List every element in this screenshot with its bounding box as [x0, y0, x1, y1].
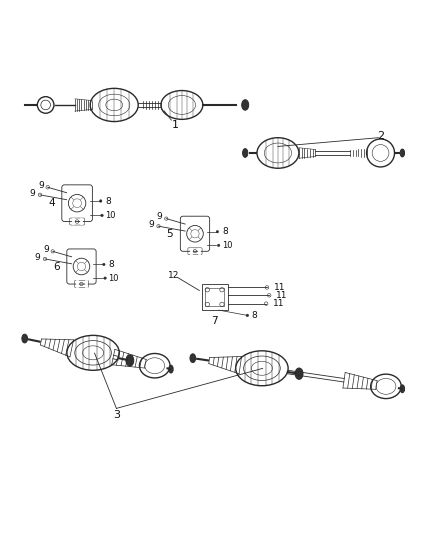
- Text: 11: 11: [274, 283, 285, 292]
- Ellipse shape: [243, 149, 248, 157]
- Text: 6: 6: [53, 262, 60, 271]
- Text: 1: 1: [172, 119, 179, 130]
- Text: 3: 3: [113, 410, 120, 420]
- Text: 8: 8: [251, 311, 257, 320]
- Ellipse shape: [22, 334, 28, 343]
- Circle shape: [101, 214, 103, 217]
- Text: 7: 7: [211, 316, 218, 326]
- Text: 8: 8: [223, 227, 228, 236]
- Circle shape: [104, 277, 106, 279]
- Ellipse shape: [242, 100, 249, 110]
- Ellipse shape: [295, 368, 303, 379]
- Text: 9: 9: [148, 220, 154, 229]
- Text: 8: 8: [106, 197, 111, 206]
- Text: 10: 10: [222, 241, 233, 250]
- Text: 9: 9: [30, 189, 35, 198]
- Text: 9: 9: [43, 245, 49, 254]
- Text: 4: 4: [48, 198, 55, 208]
- Text: 11: 11: [273, 299, 284, 308]
- Text: 8: 8: [109, 260, 115, 269]
- Circle shape: [102, 263, 105, 265]
- Text: 2: 2: [377, 131, 384, 141]
- Text: 9: 9: [35, 253, 40, 262]
- Text: 11: 11: [276, 291, 287, 300]
- Ellipse shape: [190, 354, 196, 362]
- Text: 10: 10: [109, 273, 119, 282]
- Text: 10: 10: [106, 211, 116, 220]
- Ellipse shape: [169, 365, 173, 373]
- Text: 9: 9: [38, 181, 44, 190]
- Ellipse shape: [400, 385, 405, 393]
- Circle shape: [216, 230, 219, 233]
- Circle shape: [217, 244, 220, 247]
- Ellipse shape: [400, 149, 405, 157]
- Circle shape: [99, 200, 102, 203]
- Text: 5: 5: [166, 229, 173, 239]
- Circle shape: [246, 314, 249, 317]
- Ellipse shape: [126, 355, 134, 366]
- Text: 9: 9: [156, 212, 162, 221]
- Text: 12: 12: [167, 271, 179, 280]
